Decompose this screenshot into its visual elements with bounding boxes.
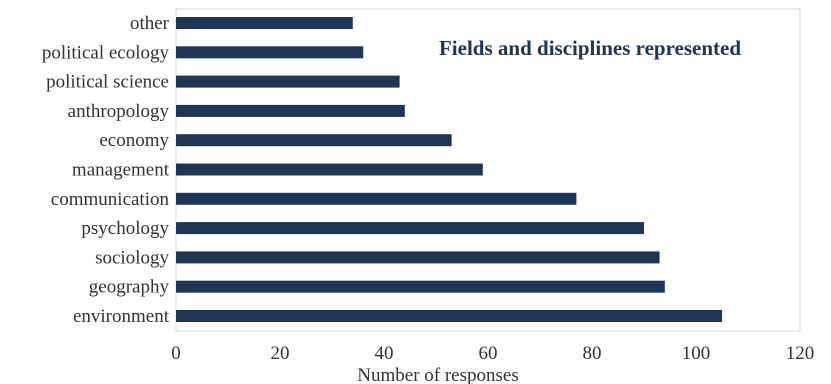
bar-other bbox=[176, 17, 353, 29]
category-label-communication: communication bbox=[51, 189, 170, 210]
bar-psychology bbox=[176, 222, 644, 235]
category-label-sociology: sociology bbox=[95, 247, 169, 268]
bar-management bbox=[176, 163, 483, 176]
bar-anthropology bbox=[176, 104, 405, 117]
category-label-political-science: political science bbox=[46, 72, 169, 93]
bar-economy bbox=[176, 134, 452, 147]
category-label-economy: economy bbox=[99, 130, 169, 151]
category-label-geography: geography bbox=[89, 277, 170, 298]
category-labels-group: environment geography sociology psychology c… bbox=[42, 13, 170, 327]
category-label-political-ecology: political ecology bbox=[42, 42, 170, 63]
bars-group bbox=[176, 17, 722, 322]
x-tick-label-120: 120 bbox=[786, 343, 815, 364]
x-axis-title: Number of responses bbox=[357, 365, 518, 384]
bar-sociology bbox=[176, 251, 660, 264]
category-label-management: management bbox=[72, 160, 170, 181]
category-label-psychology: psychology bbox=[81, 218, 169, 239]
x-tick-label-40: 40 bbox=[375, 343, 394, 364]
x-tick-label-100: 100 bbox=[682, 343, 711, 364]
bar-environment bbox=[176, 310, 722, 322]
category-label-other: other bbox=[130, 13, 170, 34]
category-label-environment: environment bbox=[73, 306, 170, 327]
chart-title: Fields and disciplines represented bbox=[439, 36, 741, 60]
x-tick-label-60: 60 bbox=[479, 343, 498, 364]
bar-communication bbox=[176, 192, 577, 205]
bar-geography bbox=[176, 280, 665, 293]
x-tick-labels-group: 0 20 40 60 80 100 120 bbox=[171, 343, 814, 364]
category-label-anthropology: anthropology bbox=[68, 101, 170, 122]
bar-political-ecology bbox=[176, 46, 364, 59]
x-tick-label-80: 80 bbox=[583, 343, 602, 364]
x-tick-label-20: 20 bbox=[271, 343, 290, 364]
bar-political-science bbox=[176, 75, 400, 88]
x-tick-label-0: 0 bbox=[171, 343, 181, 364]
